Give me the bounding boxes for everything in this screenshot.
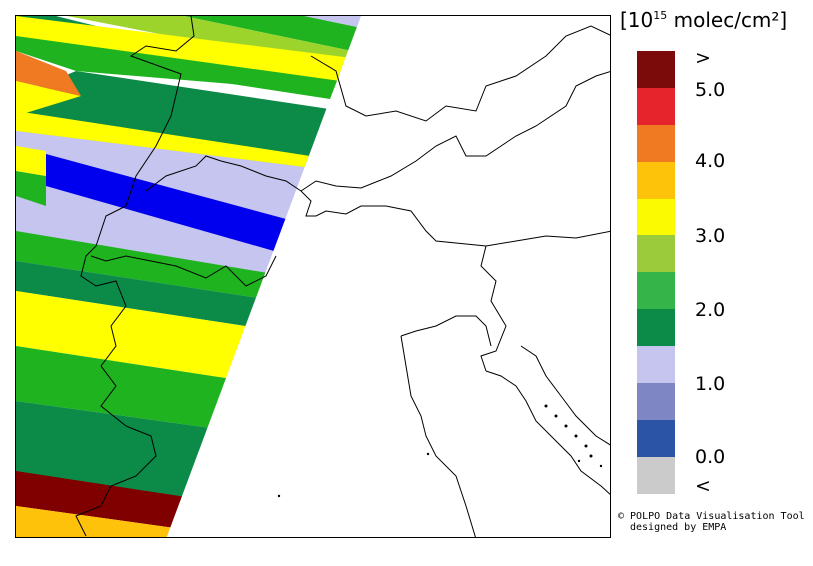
band-yellow-1 — [16, 16, 361, 86]
credit: © POLPO Data Visualisation Tool designed… — [618, 511, 805, 533]
tick-label-5: 5.0 — [695, 79, 726, 101]
swatch-3-4-low — [637, 198, 675, 236]
swatch-lt0 — [637, 456, 675, 494]
swatch-2-3-high — [637, 235, 675, 273]
swatch-1-2-low — [637, 346, 675, 384]
tick-label-0: 0.0 — [695, 446, 726, 468]
satellite-swath-map — [16, 16, 610, 537]
band-green-left-mid — [16, 171, 46, 206]
swatch-4-5-high — [637, 87, 675, 125]
country-borders — [75, 16, 610, 537]
islands — [277, 404, 603, 498]
band-yellow-2 — [16, 111, 361, 176]
band-orange — [16, 51, 81, 96]
colorbar — [637, 51, 675, 494]
swatch-1-2-high — [637, 309, 675, 347]
tick-label-4: 4.0 — [695, 150, 726, 172]
band-dark-green-main — [16, 71, 361, 176]
swatch-gt5 — [637, 51, 675, 88]
swatch-4-5-low — [637, 124, 675, 162]
legend-unit-open: [10 — [620, 8, 654, 32]
tick-label-gt: > — [695, 47, 711, 69]
band-yellow-left-mid — [16, 146, 46, 176]
swatch-3-4-high — [637, 161, 675, 199]
legend-unit-close: molec/cm²] — [667, 8, 788, 32]
credit-line-2: designed by EMPA — [630, 522, 727, 533]
credit-line-1: © POLPO Data Visualisation Tool — [618, 511, 805, 522]
band-yellow-left — [16, 81, 81, 116]
tick-label-2: 2.0 — [695, 299, 726, 321]
swath-bands — [16, 16, 361, 537]
swatch-0-1-low — [637, 419, 675, 457]
legend-unit: [1015 molec/cm²] — [620, 8, 810, 38]
band-green-top — [16, 16, 361, 56]
band-blue — [46, 154, 286, 253]
swatch-0-1-high — [637, 383, 675, 420]
tick-label-lt: < — [695, 475, 711, 497]
band-gold — [16, 506, 361, 537]
map-panel[interactable] — [15, 15, 611, 538]
swatch-2-3-low — [637, 272, 675, 310]
legend-unit-exponent: 15 — [653, 9, 668, 22]
tick-label-1: 1.0 — [695, 373, 726, 395]
band-green-left — [16, 36, 361, 96]
tick-label-3: 3.0 — [695, 225, 726, 247]
